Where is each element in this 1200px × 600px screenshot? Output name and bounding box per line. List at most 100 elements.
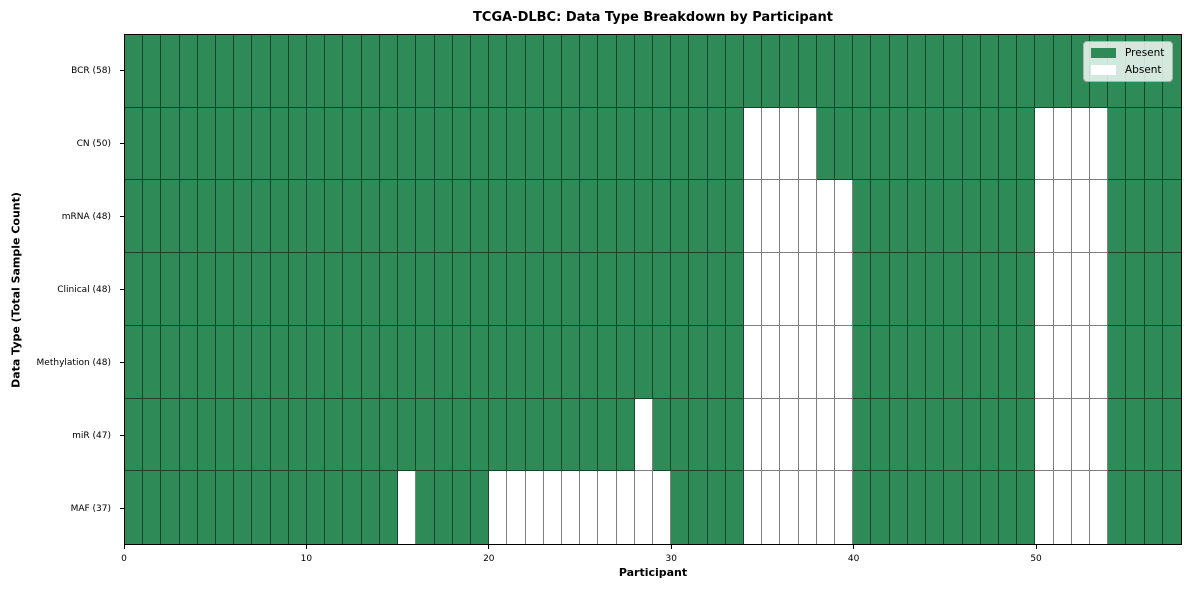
heatmap-cell: [307, 180, 326, 254]
heatmap-cell: [1035, 325, 1054, 399]
heatmap-cell: [343, 180, 362, 254]
heatmap-cell: [543, 471, 562, 544]
heatmap-cell: [1162, 325, 1181, 399]
heatmap-cell: [762, 180, 781, 254]
heatmap-cell: [470, 107, 490, 181]
heatmap-cell: [707, 180, 726, 254]
y-tick-mark: [120, 362, 124, 363]
heatmap-cell: [671, 35, 690, 108]
heatmap-cell: [1017, 398, 1036, 472]
heatmap-cell: [926, 471, 945, 544]
heatmap-cell: [1162, 180, 1181, 254]
y-tick-label: MAF (37): [70, 503, 111, 514]
y-tick-label: mRNA (48): [61, 211, 111, 222]
heatmap-cell: [161, 471, 180, 544]
heatmap-cell: [907, 253, 927, 326]
heatmap-cell: [398, 471, 417, 544]
heatmap-cell: [270, 253, 289, 326]
heatmap-cell: [871, 35, 890, 108]
heatmap-cell: [416, 325, 435, 399]
heatmap-cell: [288, 180, 308, 254]
heatmap-cell: [270, 180, 289, 254]
heatmap-cell: [580, 180, 599, 254]
heatmap-cell: [1126, 398, 1145, 472]
heatmap-cell: [926, 35, 945, 108]
heatmap-cell: [835, 253, 854, 326]
heatmap-cell: [179, 35, 198, 108]
heatmap-cell: [798, 253, 817, 326]
heatmap-cell: [179, 471, 198, 544]
heatmap-cell: [871, 325, 890, 399]
heatmap-cell: [689, 180, 708, 254]
legend-swatch-present: [1091, 48, 1116, 58]
heatmap-cell: [561, 398, 581, 472]
heatmap-cell: [507, 253, 526, 326]
heatmap-cell: [962, 35, 981, 108]
heatmap-cell: [980, 398, 999, 472]
heatmap-cell: [1035, 107, 1054, 181]
legend-item-absent: Absent: [1091, 64, 1164, 76]
heatmap-cell: [652, 107, 672, 181]
heatmap-cell: [725, 398, 745, 472]
heatmap-cell: [707, 398, 726, 472]
heatmap-cell: [798, 325, 817, 399]
chart-title: TCGA-DLBC: Data Type Breakdown by Partic…: [473, 10, 833, 25]
heatmap-cell: [143, 35, 162, 108]
x-tick-label: 10: [300, 554, 313, 564]
heatmap-cell: [1144, 107, 1163, 181]
heatmap-cell: [1089, 107, 1109, 181]
heatmap-cell: [234, 107, 253, 181]
heatmap-cell: [561, 180, 581, 254]
plot-area: [124, 34, 1182, 545]
heatmap-cell: [689, 398, 708, 472]
heatmap-cell: [1108, 180, 1127, 254]
heatmap-cell: [762, 35, 781, 108]
heatmap-cell: [343, 253, 362, 326]
heatmap-cell: [598, 398, 617, 472]
heatmap-cell: [1017, 35, 1036, 108]
heatmap-cell: [1144, 398, 1163, 472]
y-tick-label: CN (50): [76, 138, 111, 149]
heatmap-cell: [561, 325, 581, 399]
heatmap-cell: [307, 35, 326, 108]
heatmap-cell: [525, 471, 544, 544]
heatmap-cell: [216, 325, 235, 399]
heatmap-cell: [926, 180, 945, 254]
heatmap-cell: [470, 471, 490, 544]
heatmap-cell: [707, 325, 726, 399]
heatmap-cell: [816, 180, 836, 254]
heatmap-cell: [1089, 471, 1109, 544]
heatmap-cell: [707, 35, 726, 108]
heatmap-cell: [288, 398, 308, 472]
heatmap-cell: [361, 325, 380, 399]
heatmap-cell: [580, 471, 599, 544]
heatmap-cell: [179, 253, 198, 326]
heatmap-cell: [179, 107, 198, 181]
heatmap-cell: [143, 471, 162, 544]
heatmap-cell: [1035, 471, 1054, 544]
heatmap-cell: [252, 471, 271, 544]
heatmap-cell: [434, 325, 453, 399]
heatmap-cell: [580, 107, 599, 181]
heatmap-cell: [762, 471, 781, 544]
heatmap-cell: [379, 325, 399, 399]
heatmap-cell: [616, 35, 635, 108]
heatmap-cell: [671, 180, 690, 254]
heatmap-cell: [671, 107, 690, 181]
heatmap-cell: [489, 107, 508, 181]
heatmap-cell: [252, 107, 271, 181]
heatmap-cell: [1089, 180, 1109, 254]
heatmap-cell: [944, 325, 963, 399]
heatmap-cell: [325, 180, 344, 254]
heatmap-cell: [1017, 180, 1036, 254]
heatmap-cell: [489, 398, 508, 472]
heatmap-cell: [889, 35, 908, 108]
heatmap-cell: [616, 471, 635, 544]
heatmap-cell: [1053, 325, 1072, 399]
heatmap-cell: [307, 325, 326, 399]
heatmap-cell: [543, 398, 562, 472]
heatmap-cell: [889, 180, 908, 254]
heatmap-cell: [871, 471, 890, 544]
heatmap-cell: [125, 107, 144, 181]
